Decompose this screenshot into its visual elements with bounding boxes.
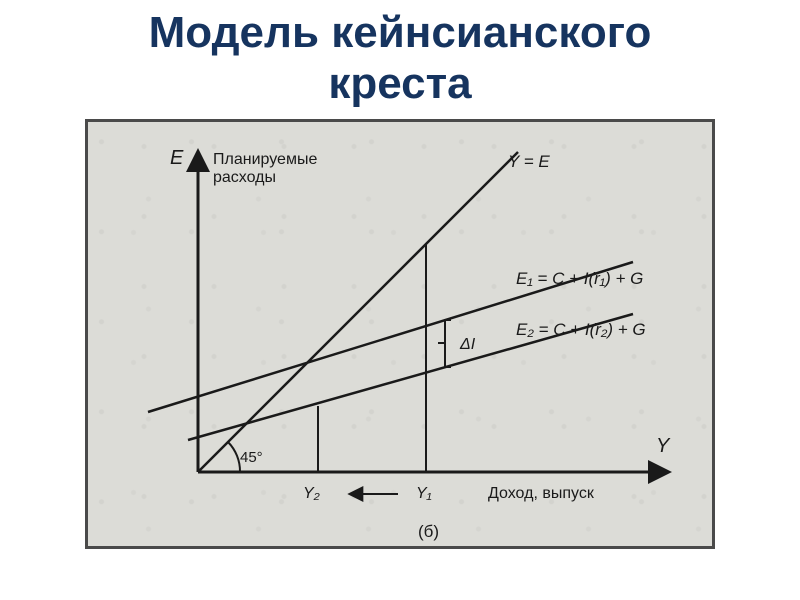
x-axis-label-Y: Y xyxy=(656,435,671,457)
angle-arc xyxy=(228,442,240,472)
chart-svg: 45° Y = E E₁ = C + I(r₁) + G E₂ = C + I(… xyxy=(88,122,712,546)
keynesian-cross-figure: 45° Y = E E₁ = C + I(r₁) + G E₂ = C + I(… xyxy=(85,119,715,549)
tick-y2: Y₂ xyxy=(303,485,320,502)
x-axis-sublabel: Доход, выпуск xyxy=(488,485,595,502)
title-line2: креста xyxy=(328,59,471,108)
y-axis-sublabel: Планируемые расходы xyxy=(213,151,322,186)
tick-y1: Y₁ xyxy=(416,485,432,502)
label-e1: E₁ = C + I(r₁) + G xyxy=(516,269,643,288)
y-sub-l2: расходы xyxy=(213,169,276,186)
label-delta-i: ΔI xyxy=(459,336,476,353)
delta-i-bracket xyxy=(438,320,451,367)
y-axis-label-E: E xyxy=(170,147,184,169)
page-title: Модель кейнсианского креста xyxy=(0,0,800,109)
label-e2: E₂ = C + I(r₂) + G xyxy=(516,320,646,339)
y-sub-l1: Планируемые xyxy=(213,151,317,168)
label-y-eq-e: Y = E xyxy=(508,152,550,171)
title-line1: Модель кейнсианского xyxy=(149,8,652,57)
angle-label: 45° xyxy=(240,449,263,466)
panel-label: (б) xyxy=(418,522,439,541)
